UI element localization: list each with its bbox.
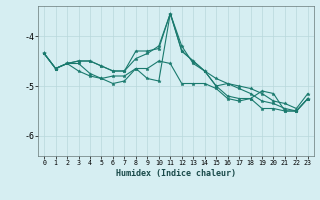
X-axis label: Humidex (Indice chaleur): Humidex (Indice chaleur)	[116, 169, 236, 178]
